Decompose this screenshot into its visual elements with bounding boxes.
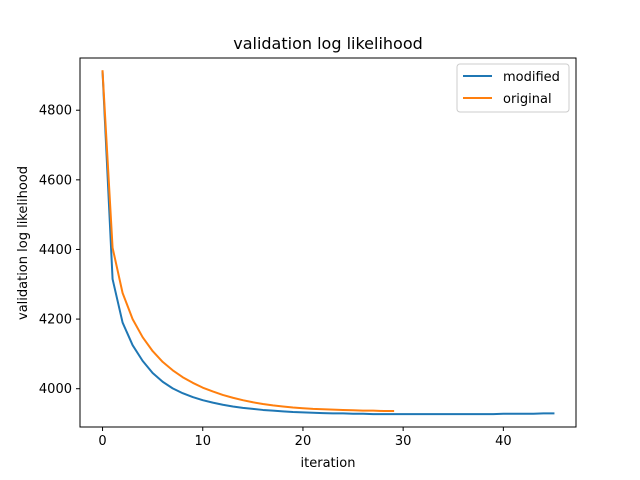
series-line-modified <box>101 70 555 416</box>
legend-label-original: original <box>503 92 552 107</box>
y-axis-ticks: 4000 4200 4400 4600 4800 <box>39 104 80 397</box>
y-tick-label: 4200 <box>39 313 72 328</box>
series-line-original <box>101 70 395 412</box>
x-tick-label: 20 <box>295 434 312 449</box>
plot-area <box>80 58 576 427</box>
x-tick-label: 40 <box>495 434 512 449</box>
x-tick-label: 10 <box>194 434 211 449</box>
legend-label-modified: modified <box>503 70 560 85</box>
x-tick-label: 0 <box>98 434 106 449</box>
series-layer <box>101 70 555 416</box>
x-axis-ticks: 0 10 20 30 40 <box>98 427 512 449</box>
y-tick-label: 4000 <box>39 382 72 397</box>
plot-frame <box>79 57 577 428</box>
y-tick-label: 4600 <box>39 173 72 188</box>
legend: modified original <box>456 63 570 113</box>
y-axis-label: validation log likelihood <box>16 166 31 320</box>
chart-title: validation log likelihood <box>233 34 423 53</box>
x-axis-label: iteration <box>301 456 356 471</box>
x-tick-label: 30 <box>395 434 412 449</box>
y-tick-label: 4800 <box>39 104 72 119</box>
y-tick-label: 4400 <box>39 243 72 258</box>
